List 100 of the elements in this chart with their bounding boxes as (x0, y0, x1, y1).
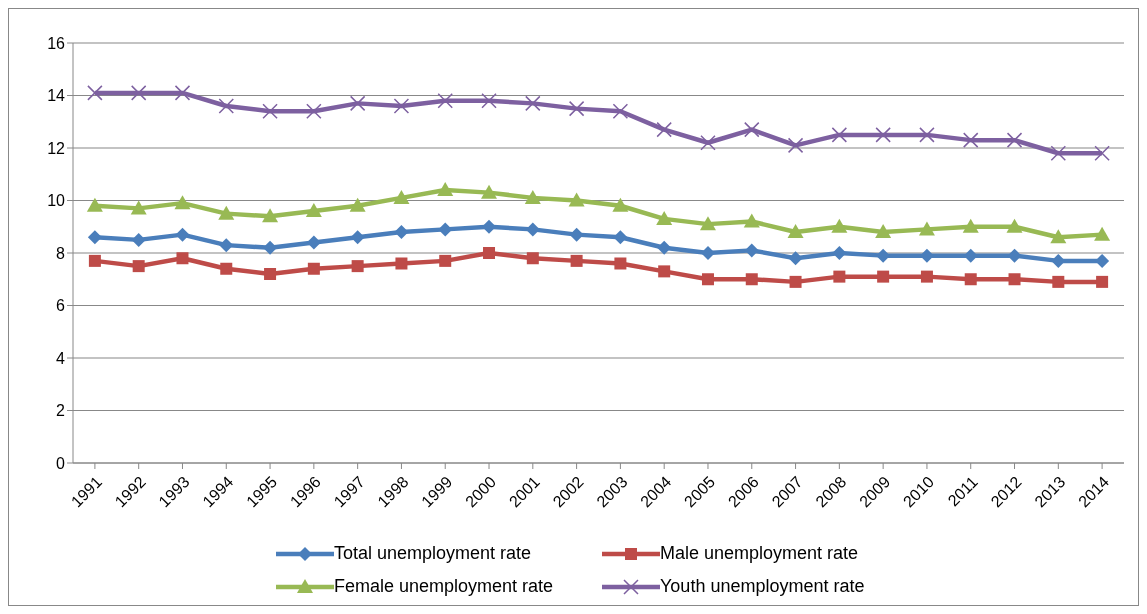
point (305, 203, 322, 217)
y-tick-label: 4 (56, 349, 66, 367)
point (1007, 248, 1022, 263)
point (877, 270, 890, 283)
point (88, 254, 101, 267)
point (787, 137, 804, 154)
point (525, 95, 541, 112)
point (612, 197, 629, 212)
point (262, 208, 279, 223)
point (262, 103, 278, 119)
y-tick-label: 2 (56, 402, 66, 420)
point (131, 232, 146, 247)
point (788, 251, 803, 266)
point (570, 254, 583, 267)
point (657, 240, 672, 255)
point (787, 224, 804, 238)
point (568, 100, 585, 117)
legend-label: Male unemployment rate (660, 543, 859, 564)
point (438, 222, 453, 237)
point (437, 182, 454, 196)
legend-label: Total unemployment rate (334, 543, 532, 564)
point (219, 238, 234, 253)
point (1051, 253, 1066, 268)
point (1094, 226, 1111, 241)
legend-label: Youth unemployment rate (660, 576, 865, 597)
point (218, 98, 235, 114)
point (130, 85, 147, 101)
point (437, 93, 453, 109)
point (700, 135, 716, 151)
point (612, 103, 629, 119)
point (656, 121, 672, 138)
y-tick-label: 0 (56, 454, 66, 472)
point (349, 197, 366, 212)
point (831, 127, 848, 143)
point (963, 248, 978, 263)
point (526, 252, 539, 265)
point (831, 218, 848, 233)
point (524, 189, 541, 204)
point (351, 260, 364, 273)
point (1095, 253, 1110, 268)
point (439, 254, 452, 267)
point (349, 95, 366, 112)
point (350, 230, 365, 245)
point (307, 262, 320, 275)
point (789, 275, 802, 288)
point (1052, 275, 1065, 288)
point (175, 227, 190, 242)
point (481, 184, 498, 199)
point (264, 268, 277, 280)
point (176, 252, 189, 265)
point (306, 235, 321, 250)
point (833, 270, 846, 283)
point (569, 227, 584, 242)
y-tick-label: 16 (47, 34, 66, 52)
point (700, 246, 715, 260)
point (393, 98, 410, 114)
legend-label: Female unemployment rate (334, 576, 554, 597)
point (1008, 273, 1021, 286)
point (86, 197, 103, 212)
point (481, 93, 497, 109)
point (130, 200, 147, 215)
point (174, 195, 191, 210)
point (1050, 229, 1067, 244)
point (1006, 218, 1023, 233)
point (132, 260, 145, 273)
point (218, 205, 235, 220)
point (743, 213, 760, 228)
point (918, 221, 935, 236)
point (220, 262, 233, 275)
point (701, 273, 714, 286)
point (87, 230, 102, 245)
point (744, 243, 759, 258)
point (919, 127, 935, 143)
point (875, 224, 892, 238)
y-tick-label: 12 (47, 139, 66, 157)
point (525, 222, 540, 237)
point (614, 257, 627, 270)
point (745, 273, 758, 286)
point (395, 257, 408, 270)
point (832, 246, 847, 260)
point (483, 247, 496, 259)
point (568, 192, 585, 207)
point (87, 85, 103, 101)
point (964, 273, 977, 286)
point (394, 225, 409, 239)
point (1096, 275, 1109, 288)
point (920, 270, 933, 283)
point (658, 265, 671, 278)
point (744, 121, 760, 138)
point (1006, 132, 1023, 148)
y-tick-label: 8 (56, 244, 66, 262)
point (174, 85, 191, 101)
y-tick-label: 14 (47, 87, 66, 105)
point (962, 132, 979, 148)
point (306, 103, 322, 119)
point (1094, 145, 1110, 161)
point (263, 240, 278, 255)
point (393, 189, 410, 204)
point (1050, 145, 1067, 161)
point (656, 210, 673, 225)
